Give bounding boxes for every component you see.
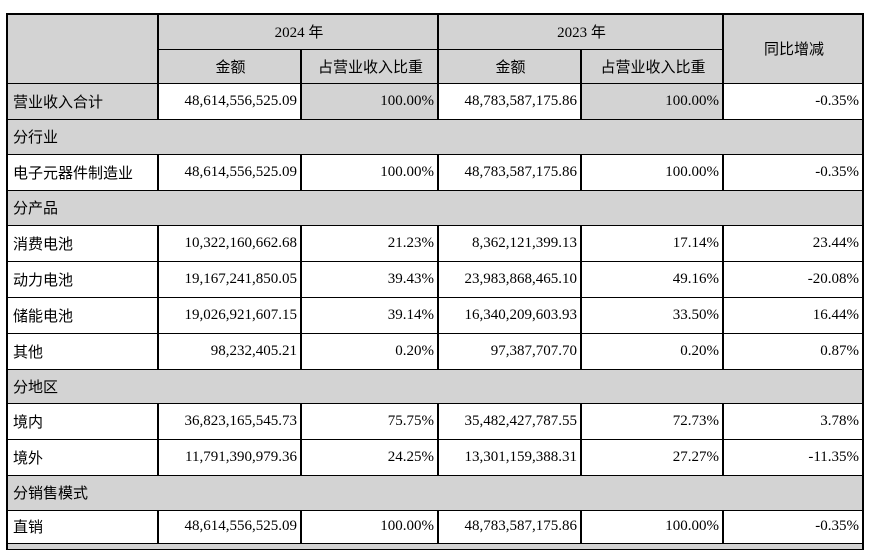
revenue-breakdown-table: 2024 年 2023 年 同比增减 金额 占营业收入比重 金额 占营业收入比重… [5,13,865,550]
ratio-2024: 24.25% [299,438,439,475]
amount-2023: 97,387,707.70 [437,332,582,369]
ratio-2023: 72.73% [580,402,724,439]
yoy-value: -11.35% [722,438,864,475]
ratio-2024: 0.20% [299,332,439,369]
amount-2024: 36,823,165,545.73 [157,402,301,439]
yoy-value: -0.35% [722,509,864,543]
amount-2023: 48,783,587,175.86 [437,82,582,119]
ratio-2024: 75.75% [299,402,439,439]
amount-2024: 98,232,405.21 [157,332,301,369]
header-row-metrics: 金额 占营业收入比重 金额 占营业收入比重 [7,48,863,83]
table-row: 其他 98,232,405.21 0.20% 97,387,707.70 0.2… [6,332,864,369]
header-year-2023: 2023 年 [437,13,724,49]
section-label: 分产品 [5,189,864,225]
table-row: 储能电池 19,026,921,607.15 39.14% 16,340,209… [6,296,864,333]
ratio-2023: 0.20% [580,332,724,369]
section-row-industry: 分行业 [5,118,864,154]
amount-2024: 48,614,556,525.09 [157,509,301,543]
ratio-2023: 100.00% [580,153,724,190]
amount-2024: 19,026,921,607.15 [157,296,301,333]
ratio-2023: 27.27% [580,438,724,475]
cutoff-section-row [5,542,864,549]
yoy-value: -0.35% [722,153,864,190]
ratio-2024: 100.00% [299,153,439,190]
cutoff-section-cell [5,542,864,549]
amount-2024: 19,167,241,850.05 [157,260,301,297]
section-row-region: 分地区 [5,368,864,403]
row-label: 消费电池 [6,224,158,261]
yoy-value: 23.44% [722,224,864,261]
ratio-2024: 21.23% [299,224,439,261]
amount-2023: 16,340,209,603.93 [437,296,582,333]
section-label: 分地区 [5,368,864,403]
amount-2023: 23,983,868,465.10 [437,260,582,297]
row-label: 电子元器件制造业 [6,153,158,190]
yoy-value: -0.35% [722,82,864,119]
table-row-total: 营业收入合计 48,614,556,525.09 100.00% 48,783,… [6,82,864,119]
table-row: 直销 48,614,556,525.09 100.00% 48,783,587,… [6,509,864,543]
corner-cell [6,13,158,83]
header-amount-2023: 金额 [437,48,582,83]
row-label: 境外 [6,438,158,475]
ratio-2023: 100.00% [580,82,724,119]
section-label: 分行业 [5,118,864,154]
row-label: 动力电池 [6,260,158,297]
ratio-2023: 17.14% [580,224,724,261]
amount-2023: 13,301,159,388.31 [437,438,582,475]
amount-2024: 10,322,160,662.68 [157,224,301,261]
ratio-2023: 100.00% [580,509,724,543]
amount-2024: 48,614,556,525.09 [157,82,301,119]
row-label: 其他 [6,332,158,369]
table-row: 消费电池 10,322,160,662.68 21.23% 8,362,121,… [6,224,864,261]
row-label: 直销 [6,509,158,543]
table-row: 境外 11,791,390,979.36 24.25% 13,301,159,3… [6,438,864,475]
amount-2023: 48,783,587,175.86 [437,153,582,190]
header-ratio-2024: 占营业收入比重 [299,48,439,83]
table-row: 电子元器件制造业 48,614,556,525.09 100.00% 48,78… [6,153,864,190]
row-label: 境内 [6,402,158,439]
ratio-2024: 100.00% [299,82,439,119]
ratio-2023: 49.16% [580,260,724,297]
header-yoy: 同比增减 [722,13,864,83]
ratio-2024: 100.00% [299,509,439,543]
header-row-years: 2024 年 2023 年 同比增减 [6,13,864,83]
section-row-product: 分产品 [5,189,864,225]
amount-2023: 35,482,427,787.55 [437,402,582,439]
yoy-value: 16.44% [722,296,864,333]
header-ratio-2023: 占营业收入比重 [580,48,724,83]
yoy-value: 0.87% [722,332,864,369]
ratio-2024: 39.14% [299,296,439,333]
yoy-value: -20.08% [722,260,864,297]
amount-2024: 48,614,556,525.09 [157,153,301,190]
amount-2023: 48,783,587,175.86 [437,509,582,543]
table-row: 动力电池 19,167,241,850.05 39.43% 23,983,868… [6,260,864,297]
amount-2024: 11,791,390,979.36 [157,438,301,475]
yoy-value: 3.78% [722,402,864,439]
section-row-sales-mode: 分销售模式 [5,474,864,510]
row-label: 储能电池 [6,296,158,333]
row-label: 营业收入合计 [6,82,158,119]
table-row: 境内 36,823,165,545.73 75.75% 35,482,427,7… [6,402,864,439]
header-amount-2024: 金额 [157,48,301,83]
amount-2023: 8,362,121,399.13 [437,224,582,261]
ratio-2023: 33.50% [580,296,724,333]
ratio-2024: 39.43% [299,260,439,297]
section-label: 分销售模式 [5,474,864,510]
header-year-2024: 2024 年 [156,13,439,49]
